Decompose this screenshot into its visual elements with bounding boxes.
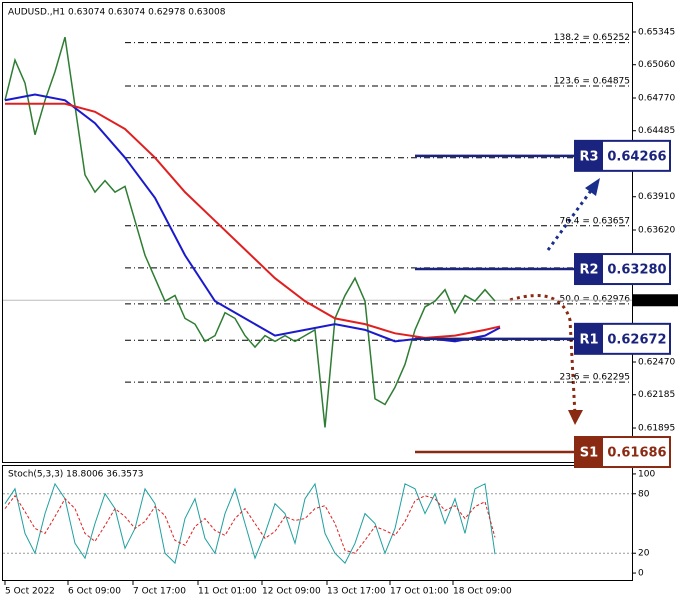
fib-label: 23.6 = 0.62295 (559, 373, 630, 383)
current-price-box (632, 294, 678, 307)
x-tick-label: 11 Oct 01:00 (198, 587, 257, 597)
y-tick-label: 0.61895 (638, 424, 675, 434)
current-price-label: 0.63008 (636, 296, 673, 306)
y-tick-label: 0.62185 (638, 390, 675, 400)
y-tick-label: 0.63910 (638, 192, 675, 202)
stoch-header: Stoch(5,3,3) 18.8006 36.3573 (8, 470, 143, 480)
y-tick-label: 0.65060 (638, 60, 675, 70)
moving-average (5, 102, 501, 339)
y-tick-label: 100 (638, 469, 655, 479)
stoch-frame (2, 465, 633, 581)
level-name: R2 (579, 263, 598, 278)
y-tick-label: 0 (638, 569, 644, 579)
fib-label: 76.4 = 0.63657 (559, 216, 630, 226)
level-name-box (575, 254, 603, 285)
level-name-box (575, 437, 603, 468)
x-tick-label: 5 Oct 2022 (5, 587, 55, 597)
y-tick-label: 0.64770 (638, 93, 675, 103)
y-tick-label: 0.64485 (638, 126, 675, 136)
y-tick-label: 0.62470 (638, 358, 675, 368)
x-tick-label: 12 Oct 09:00 (262, 587, 321, 597)
y-tick-label: 0.65345 (638, 27, 675, 37)
price-line (4, 482, 496, 565)
level-name-box (575, 140, 603, 171)
level-name: R3 (579, 149, 598, 164)
x-tick-label: 17 Oct 01:00 (390, 587, 449, 597)
fib-label: 138.2 = 0.65252 (554, 33, 630, 43)
y-tick-label: 80 (638, 489, 650, 499)
level-value: 0.64266 (607, 149, 666, 164)
level-value: 0.62672 (607, 332, 666, 347)
level-name: R1 (579, 332, 598, 347)
price-line (4, 494, 496, 554)
x-tick-label: 18 Oct 09:00 (453, 587, 512, 597)
level-value: 0.61686 (607, 446, 666, 461)
x-tick-label: 7 Oct 17:00 (133, 587, 186, 597)
y-tick-label: 20 (638, 549, 650, 559)
fib-label: 50.0 = 0.62976 (559, 294, 630, 304)
level-name-box (575, 323, 603, 354)
main-frame (2, 2, 633, 463)
y-tick-label: 0.63620 (638, 226, 675, 236)
header: AUDUSD.,H1 0.63074 0.63074 0.62978 0.630… (8, 8, 226, 18)
level-name: S1 (580, 446, 598, 461)
level-value: 0.63280 (607, 263, 666, 278)
x-tick-label: 6 Oct 09:00 (68, 587, 121, 597)
x-tick-label: 13 Oct 17:00 (327, 587, 386, 597)
arrows (509, 178, 600, 425)
fib-label: 123.6 = 0.64875 (554, 76, 630, 86)
